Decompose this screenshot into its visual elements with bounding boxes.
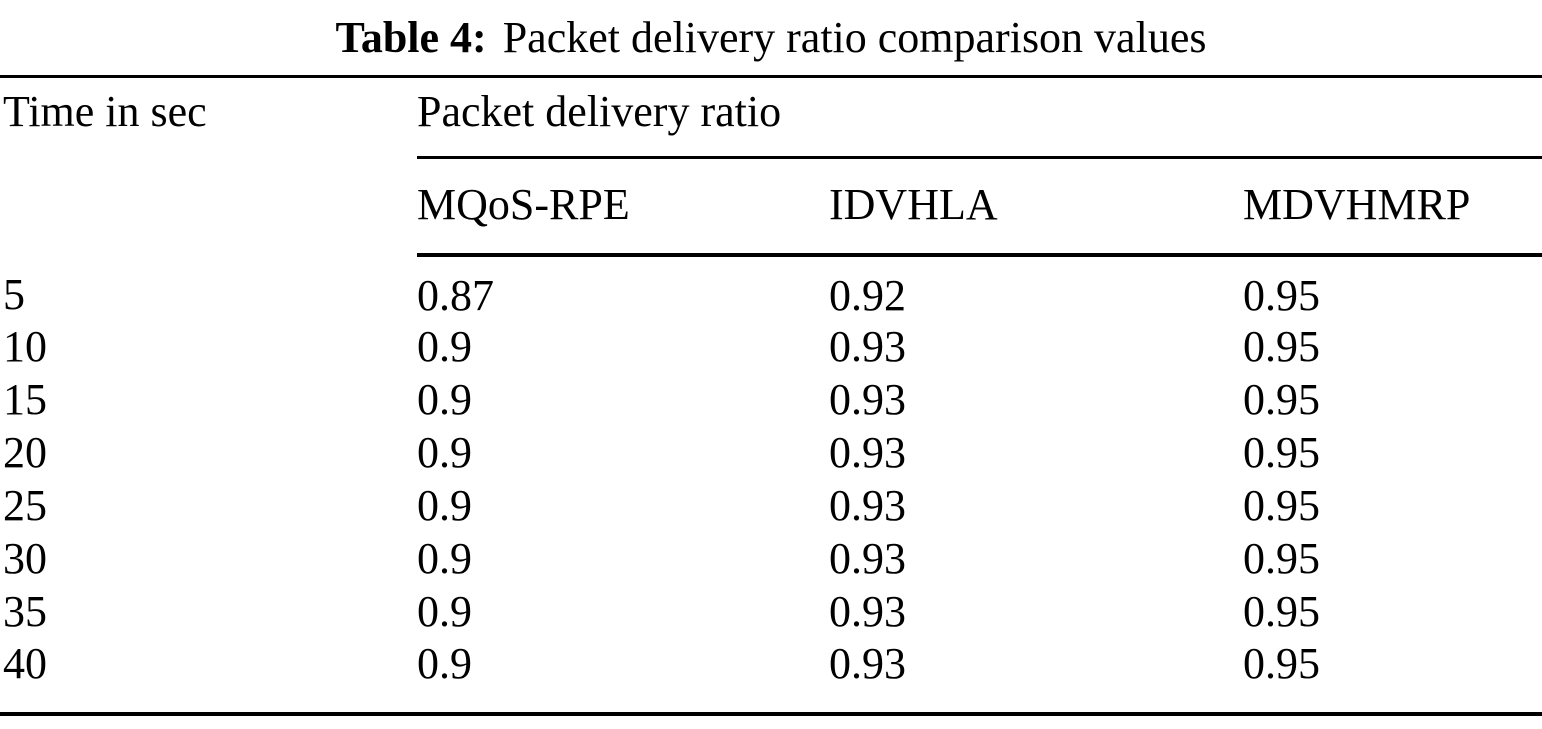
cell-idvhla: 0.93 [829, 639, 906, 689]
table-caption-label: Table 4: [335, 13, 487, 62]
table-row: 40 0.9 0.93 0.95 [0, 639, 1542, 714]
cell-mqos-rpe: 0.9 [417, 481, 472, 531]
column-header-mqos-rpe: MQoS-RPE [417, 157, 829, 257]
cell-time: 10 [3, 322, 47, 372]
table-row: 35 0.9 0.93 0.95 [0, 586, 1542, 639]
table-row: 20 0.9 0.93 0.95 [0, 427, 1542, 480]
cell-mdvhmrp: 0.95 [1243, 481, 1320, 531]
cell-mqos-rpe: 0.9 [417, 534, 472, 584]
cell-time: 5 [3, 269, 25, 319]
cell-mdvhmrp: 0.95 [1243, 534, 1320, 584]
cell-time: 40 [3, 639, 47, 689]
cell-time: 15 [3, 375, 47, 425]
table-row: 5 0.87 0.92 0.95 [0, 255, 1542, 322]
cell-mdvhmrp: 0.95 [1243, 639, 1320, 689]
cell-idvhla: 0.93 [829, 587, 906, 637]
cell-mqos-rpe: 0.87 [417, 270, 494, 320]
cell-time: 30 [3, 534, 47, 584]
cell-mqos-rpe: 0.9 [417, 375, 472, 425]
table-row: 25 0.9 0.93 0.95 [0, 480, 1542, 533]
column-header-time: Time in sec [3, 87, 207, 136]
cell-mqos-rpe: 0.9 [417, 587, 472, 637]
cell-idvhla: 0.93 [829, 428, 906, 478]
table-row: 15 0.9 0.93 0.95 [0, 374, 1542, 427]
table-group-header-row: Time in sec Packet delivery ratio [0, 76, 1542, 159]
table-body: 5 0.87 0.92 0.95 10 0.9 0.93 0.95 15 0.9… [0, 255, 1542, 714]
table-caption: Table 4: Packet delivery ratio compariso… [0, 0, 1542, 75]
table-row: 30 0.9 0.93 0.95 [0, 533, 1542, 586]
cell-idvhla: 0.93 [829, 534, 906, 584]
cell-mdvhmrp: 0.95 [1243, 428, 1320, 478]
cell-mdvhmrp: 0.95 [1243, 270, 1320, 320]
column-group-header-packet-delivery-ratio: Packet delivery ratio [417, 76, 1542, 159]
cell-mdvhmrp: 0.95 [1243, 322, 1320, 372]
cell-time: 25 [3, 481, 47, 531]
cell-mdvhmrp: 0.95 [1243, 375, 1320, 425]
cell-idvhla: 0.93 [829, 481, 906, 531]
cell-mdvhmrp: 0.95 [1243, 587, 1320, 637]
cell-idvhla: 0.92 [829, 270, 906, 320]
cell-idvhla: 0.93 [829, 322, 906, 372]
table-row: 10 0.9 0.93 0.95 [0, 321, 1542, 374]
packet-delivery-ratio-table: Time in sec Packet delivery ratio MQoS-R… [0, 75, 1542, 716]
column-header-mdvhmrp: MDVHMRP [1243, 157, 1542, 257]
cell-idvhla: 0.93 [829, 375, 906, 425]
column-header-idvhla: IDVHLA [829, 157, 1243, 257]
cell-time: 20 [3, 428, 47, 478]
table-header: Time in sec Packet delivery ratio MQoS-R… [0, 76, 1542, 257]
table-caption-text: Packet delivery ratio comparison values [502, 13, 1207, 62]
table-method-header-row: MQoS-RPE IDVHLA MDVHMRP [0, 157, 1542, 257]
cell-mqos-rpe: 0.9 [417, 428, 472, 478]
cell-mqos-rpe: 0.9 [417, 322, 472, 372]
cell-time: 35 [3, 587, 47, 637]
cell-mqos-rpe: 0.9 [417, 639, 472, 689]
